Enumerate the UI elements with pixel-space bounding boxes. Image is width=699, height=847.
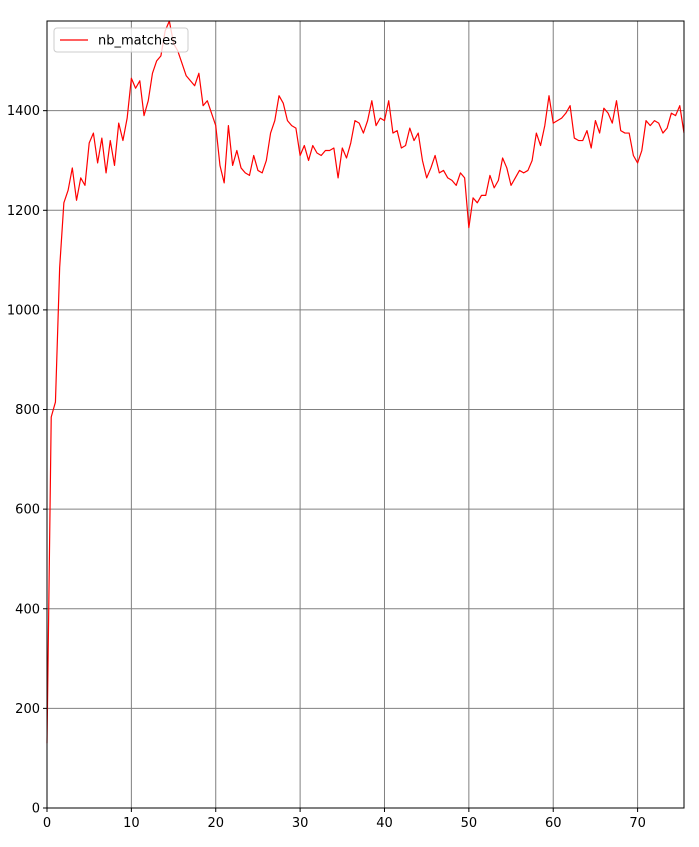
x-tick-label: 0 xyxy=(43,816,51,831)
x-tick-label: 40 xyxy=(376,816,393,831)
plot-frame xyxy=(46,20,685,809)
y-tick-label: 800 xyxy=(15,403,40,418)
legend-label-nb-matches: nb_matches xyxy=(98,34,177,49)
x-tick-label: 70 xyxy=(629,816,646,831)
y-tick-label: 1200 xyxy=(7,204,40,219)
y-tick-label: 1400 xyxy=(7,104,40,119)
legend-box xyxy=(53,27,189,53)
series-layer xyxy=(46,20,685,744)
x-tick-label: 60 xyxy=(545,816,562,831)
grid-lines xyxy=(47,21,684,808)
y-tick-label: 0 xyxy=(32,802,40,817)
y-tick-label: 400 xyxy=(15,602,40,617)
x-tick-label: 10 xyxy=(123,816,140,831)
axis-ticks: 0 10 20 30 40 50 60 70 0 200 400 600 800 1000 1200 1400 xyxy=(7,104,646,831)
x-tick-label: 50 xyxy=(461,816,478,831)
y-tick-label: 200 xyxy=(15,702,40,717)
x-tick-label: 30 xyxy=(292,816,309,831)
y-tick-label: 600 xyxy=(15,503,40,518)
y-tick-label: 1000 xyxy=(7,303,40,318)
x-tick-label: 20 xyxy=(207,816,224,831)
series-line-nb-matches xyxy=(46,20,685,744)
legend: nb_matches xyxy=(53,27,189,53)
